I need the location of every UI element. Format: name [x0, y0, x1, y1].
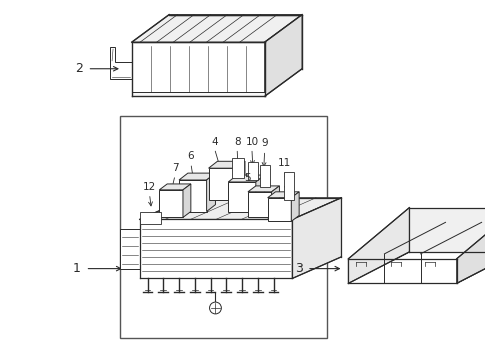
Polygon shape — [291, 192, 299, 221]
Text: 9: 9 — [261, 139, 267, 148]
Text: 7: 7 — [171, 163, 178, 173]
Polygon shape — [120, 229, 140, 269]
Text: 5: 5 — [244, 173, 251, 183]
Polygon shape — [267, 198, 291, 221]
Polygon shape — [131, 93, 264, 96]
Polygon shape — [247, 192, 271, 217]
Polygon shape — [456, 208, 488, 283]
Text: 10: 10 — [245, 136, 258, 147]
Polygon shape — [131, 42, 264, 96]
Polygon shape — [208, 161, 244, 168]
Polygon shape — [179, 173, 215, 180]
Polygon shape — [179, 180, 206, 212]
Circle shape — [209, 302, 221, 314]
Polygon shape — [264, 15, 302, 96]
Text: 4: 4 — [211, 136, 217, 147]
Text: 6: 6 — [187, 151, 194, 161]
Polygon shape — [271, 186, 279, 217]
Polygon shape — [140, 198, 341, 219]
Text: 3: 3 — [295, 262, 303, 275]
Polygon shape — [347, 259, 456, 283]
Polygon shape — [259, 165, 269, 187]
Polygon shape — [408, 208, 488, 252]
Polygon shape — [208, 168, 236, 200]
Polygon shape — [236, 161, 244, 200]
Polygon shape — [159, 190, 183, 217]
Text: 12: 12 — [142, 182, 156, 192]
Polygon shape — [228, 175, 264, 182]
Polygon shape — [347, 208, 408, 283]
Polygon shape — [347, 252, 488, 283]
Polygon shape — [228, 182, 255, 212]
Polygon shape — [267, 192, 299, 198]
Polygon shape — [255, 175, 264, 212]
Polygon shape — [183, 184, 190, 217]
Polygon shape — [159, 184, 190, 190]
Polygon shape — [292, 198, 341, 278]
Polygon shape — [232, 158, 244, 178]
Text: 1: 1 — [73, 262, 81, 275]
Text: 2: 2 — [75, 62, 82, 75]
Polygon shape — [131, 15, 302, 42]
Polygon shape — [206, 173, 215, 212]
Text: 8: 8 — [233, 136, 240, 147]
Bar — [120, 116, 326, 338]
Polygon shape — [110, 47, 131, 78]
Text: 11: 11 — [277, 158, 290, 168]
Polygon shape — [284, 172, 294, 200]
Polygon shape — [247, 162, 257, 180]
Polygon shape — [140, 219, 292, 278]
Polygon shape — [247, 186, 279, 192]
Polygon shape — [140, 212, 161, 224]
